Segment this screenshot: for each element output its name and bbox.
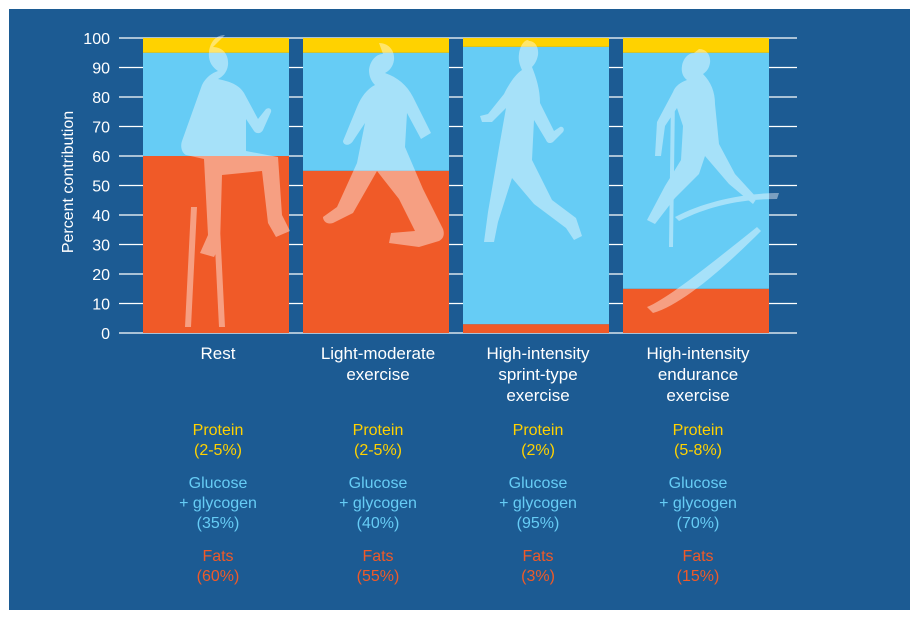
fats-segment <box>623 288 769 333</box>
legend-endurance: Protein (5-8%) Glucose + glycogen (70%) … <box>618 421 778 587</box>
category-line: Rest <box>200 344 236 363</box>
legend-glucose: Glucose <box>188 475 248 492</box>
protein-segment <box>143 38 289 53</box>
glucose-segment <box>143 52 289 156</box>
protein-segment <box>463 38 609 47</box>
legend-glucose: Glucose <box>668 475 728 492</box>
legend-glucose: Glucose <box>508 475 568 492</box>
legend-glucose-value: (95%) <box>516 515 560 532</box>
category-line: sprint-type <box>498 365 578 384</box>
legend-sprint: Protein (2%) Glucose + glycogen (95%) Fa… <box>458 421 618 587</box>
legend-protein-value: (5-8%) <box>673 442 722 459</box>
legend-fats-value: (15%) <box>676 568 720 585</box>
running-person-icon <box>480 40 582 242</box>
protein-segment <box>303 38 449 53</box>
legend-protein: Protein <box>352 422 404 439</box>
legend-fats: Fats <box>522 548 554 565</box>
seated-person-icon <box>181 35 290 327</box>
legend-glucose-line2: + glycogen <box>179 495 257 512</box>
glucose-segment <box>303 52 449 171</box>
glucose-segment <box>623 52 769 289</box>
legend-fats: Fats <box>362 548 394 565</box>
legend-protein: Protein <box>512 422 564 439</box>
y-tick-label: 50 <box>92 179 110 196</box>
y-tick-label: 0 <box>101 326 110 343</box>
legend-glucose-value: (70%) <box>676 515 720 532</box>
category-line: Light-moderate <box>320 344 436 363</box>
legend-protein-value: (2%) <box>521 442 555 459</box>
fats-segment <box>143 156 289 333</box>
legend-glucose-line2: + glycogen <box>659 495 737 512</box>
walking-person-icon <box>323 43 444 247</box>
legend-glucose-value: (40%) <box>356 515 400 532</box>
fats-segment <box>463 324 609 333</box>
chart-panel: 0 10 20 30 40 50 60 70 80 90 100 Percent contribut… <box>9 9 910 610</box>
category-line: exercise <box>346 365 410 384</box>
legend-protein-value: (2-5%) <box>353 442 402 459</box>
category-line: High-intensity <box>486 344 590 363</box>
legend-protein: Protein <box>672 422 724 439</box>
legend-fats-value: (55%) <box>356 568 400 585</box>
category-line: exercise <box>506 386 570 405</box>
category-label-endurance: High-intensity endurance exercise <box>618 343 778 406</box>
legend-glucose: Glucose <box>348 475 408 492</box>
legend-fats-value: (60%) <box>196 568 240 585</box>
legend-protein-value: (2-5%) <box>193 442 242 459</box>
protein-segment <box>623 38 769 53</box>
y-tick-label: 20 <box>92 267 110 284</box>
category-label-light-moderate: Light-moderate exercise <box>298 343 458 385</box>
legend-fats: Fats <box>682 548 714 565</box>
legend-glucose-line2: + glycogen <box>339 495 417 512</box>
y-tick-label: 70 <box>92 120 110 137</box>
y-axis-label: Percent contribution <box>60 111 77 253</box>
category-line: exercise <box>666 386 730 405</box>
y-tick-label: 100 <box>83 31 110 48</box>
category-label-sprint: High-intensity sprint-type exercise <box>458 343 618 406</box>
y-tick-label: 60 <box>92 149 110 166</box>
legend-light-moderate: Protein (2-5%) Glucose + glycogen (40%) … <box>298 421 458 587</box>
category-line: High-intensity <box>646 344 750 363</box>
legend-fats-value: (3%) <box>521 568 555 585</box>
glucose-segment <box>463 46 609 325</box>
legend-protein: Protein <box>192 422 244 439</box>
legend-fats: Fats <box>202 548 234 565</box>
category-line: endurance <box>657 365 739 384</box>
fats-segment <box>303 170 449 333</box>
legend-rest: Protein (2-5%) Glucose + glycogen (35%) … <box>138 421 298 587</box>
skier-icon <box>647 49 779 313</box>
y-tick-label: 30 <box>92 238 110 255</box>
y-tick-label: 40 <box>92 208 110 225</box>
legend-glucose-line2: + glycogen <box>499 495 577 512</box>
y-tick-label: 80 <box>92 90 110 107</box>
legend-glucose-value: (35%) <box>196 515 240 532</box>
chart: 0 10 20 30 40 50 60 70 80 90 100 Percent contribut… <box>60 31 797 343</box>
y-tick-label: 10 <box>92 297 110 314</box>
y-tick-label: 90 <box>92 61 110 78</box>
category-label-rest: Rest <box>138 343 298 364</box>
